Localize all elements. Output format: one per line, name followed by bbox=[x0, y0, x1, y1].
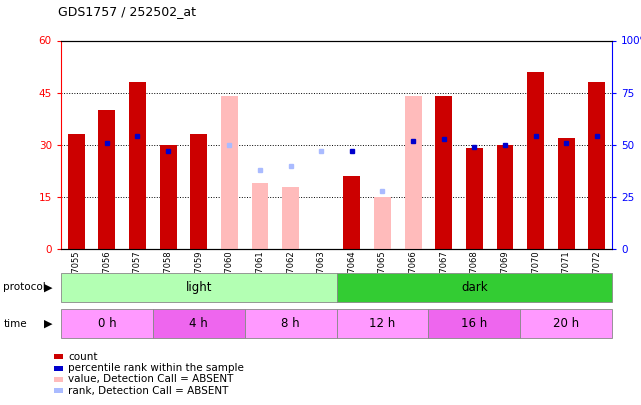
Bar bbox=[190, 134, 207, 249]
Bar bbox=[344, 176, 360, 249]
Text: 16 h: 16 h bbox=[462, 317, 487, 330]
Bar bbox=[466, 148, 483, 249]
Bar bbox=[99, 110, 115, 249]
Bar bbox=[527, 72, 544, 249]
Bar bbox=[251, 183, 269, 249]
Text: light: light bbox=[185, 281, 212, 294]
Text: ▶: ▶ bbox=[44, 319, 53, 328]
Bar bbox=[160, 145, 176, 249]
Bar bbox=[282, 186, 299, 249]
Bar bbox=[374, 197, 391, 249]
Bar bbox=[404, 96, 422, 249]
Text: percentile rank within the sample: percentile rank within the sample bbox=[68, 363, 244, 373]
Text: 4 h: 4 h bbox=[189, 317, 208, 330]
Bar bbox=[497, 145, 513, 249]
Text: 12 h: 12 h bbox=[369, 317, 395, 330]
Text: ▶: ▶ bbox=[44, 282, 53, 292]
Text: value, Detection Call = ABSENT: value, Detection Call = ABSENT bbox=[68, 375, 233, 384]
Text: 8 h: 8 h bbox=[281, 317, 300, 330]
Bar bbox=[435, 96, 452, 249]
Bar bbox=[129, 82, 146, 249]
Text: dark: dark bbox=[461, 281, 488, 294]
Bar bbox=[68, 134, 85, 249]
Text: rank, Detection Call = ABSENT: rank, Detection Call = ABSENT bbox=[68, 386, 228, 396]
Text: 0 h: 0 h bbox=[97, 317, 116, 330]
Text: 20 h: 20 h bbox=[553, 317, 579, 330]
Bar bbox=[221, 96, 238, 249]
Text: GDS1757 / 252502_at: GDS1757 / 252502_at bbox=[58, 5, 196, 18]
Bar bbox=[588, 82, 605, 249]
Text: protocol: protocol bbox=[3, 282, 46, 292]
Text: count: count bbox=[68, 352, 97, 362]
Bar bbox=[558, 138, 574, 249]
Text: time: time bbox=[3, 319, 27, 328]
